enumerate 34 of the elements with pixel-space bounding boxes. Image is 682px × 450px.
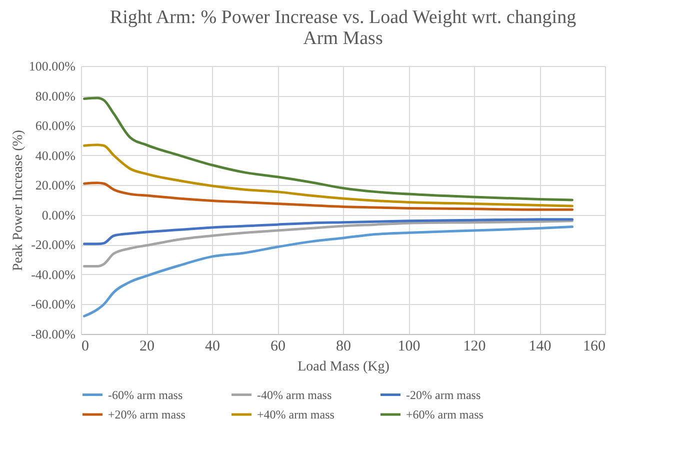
legend-label: +60% arm mass (406, 408, 484, 422)
legend-label: -20% arm mass (406, 388, 481, 402)
line-series (83, 96, 574, 202)
y-tick-label: -40.00% (31, 266, 76, 282)
x-tick-label: 100 (398, 338, 420, 354)
y-tick-label: 0.00% (42, 207, 76, 222)
line-series (83, 182, 574, 211)
x-tick-label: 20 (140, 338, 154, 354)
x-tick-label: 0 (82, 338, 89, 354)
legend-label: -40% arm mass (257, 388, 332, 402)
line-series (83, 144, 574, 208)
line-series (83, 218, 574, 246)
y-tick-label: -20.00% (31, 237, 76, 252)
x-tick-label: 40 (205, 338, 220, 354)
x-tick-label: 60 (270, 338, 286, 354)
x-tick-label: 120 (463, 338, 486, 354)
y-axis-title: Peak Power Increase (%) (10, 130, 26, 272)
legend-label: +40% arm mass (257, 408, 335, 422)
y-tick-label: 40.00% (35, 148, 76, 163)
y-tick-label: 80.00% (35, 88, 76, 104)
y-tick-label: -80.00% (31, 326, 76, 342)
x-tick-label: 140 (528, 338, 552, 354)
y-tick-label: -60.00% (31, 296, 76, 312)
y-tick-label: 60.00% (35, 118, 76, 134)
legend-label: -60% arm mass (108, 388, 183, 402)
x-tick-label: 80 (336, 338, 351, 354)
x-tick-label: 160 (583, 338, 606, 354)
line-series (83, 226, 574, 318)
line-series (83, 220, 574, 268)
chart-title: Right Arm: % Power Increase vs. Load Weight wrt. changing Arm Mass (110, 7, 577, 49)
legend-label: +20% arm mass (108, 408, 186, 422)
y-tick-label: 100.00% (28, 58, 76, 74)
y-tick-label: 20.00% (35, 178, 76, 193)
x-axis-title: Load Mass (Kg) (298, 360, 390, 374)
